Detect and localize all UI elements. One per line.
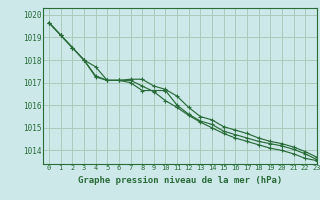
X-axis label: Graphe pression niveau de la mer (hPa): Graphe pression niveau de la mer (hPa): [78, 176, 282, 185]
